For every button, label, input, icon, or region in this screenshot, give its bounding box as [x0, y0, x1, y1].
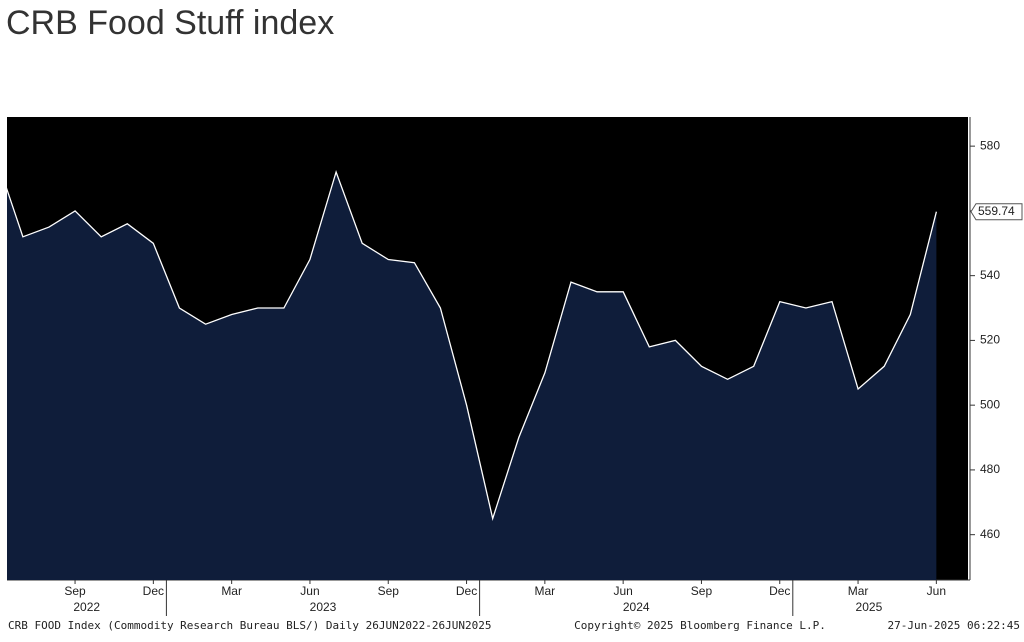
value-label: 559.74 — [978, 204, 1015, 218]
y-tick-label: 500 — [980, 397, 1000, 411]
x-tick-label: Sep — [378, 584, 400, 598]
x-tick-label: Mar — [848, 584, 869, 598]
x-tick-label: Mar — [221, 584, 242, 598]
x-tick-label: Dec — [456, 584, 477, 598]
year-label: 2023 — [310, 600, 337, 614]
x-tick-label: Dec — [143, 584, 164, 598]
x-tick-label: Dec — [769, 584, 790, 598]
y-tick-label: 480 — [980, 462, 1000, 476]
year-label: 2022 — [73, 600, 100, 614]
x-tick-label: Jun — [300, 584, 319, 598]
footer-timestamp: 27-Jun-2025 06:22:45 — [888, 619, 1020, 632]
footer-copyright: Copyright© 2025 Bloomberg Finance L.P. — [574, 619, 826, 632]
area-fill — [7, 172, 937, 580]
value-label-box — [970, 203, 1023, 221]
footer-source: CRB FOOD Index (Commodity Research Burea… — [8, 619, 491, 632]
y-tick-label: 580 — [980, 138, 1000, 152]
x-tick-label: Sep — [691, 584, 713, 598]
year-label: 2025 — [856, 600, 883, 614]
x-tick-label: Sep — [64, 584, 86, 598]
y-tick-label: 540 — [980, 268, 1000, 282]
line — [7, 169, 938, 521]
year-label: 2024 — [623, 600, 650, 614]
x-tick-label: Jun — [613, 584, 632, 598]
y-tick-label: 460 — [980, 527, 1000, 541]
chart-title: CRB Food Stuff index — [6, 4, 334, 42]
x-tick-label: Mar — [535, 584, 556, 598]
x-tick-label: Jun — [927, 584, 946, 598]
y-tick-label: 520 — [980, 333, 1000, 347]
